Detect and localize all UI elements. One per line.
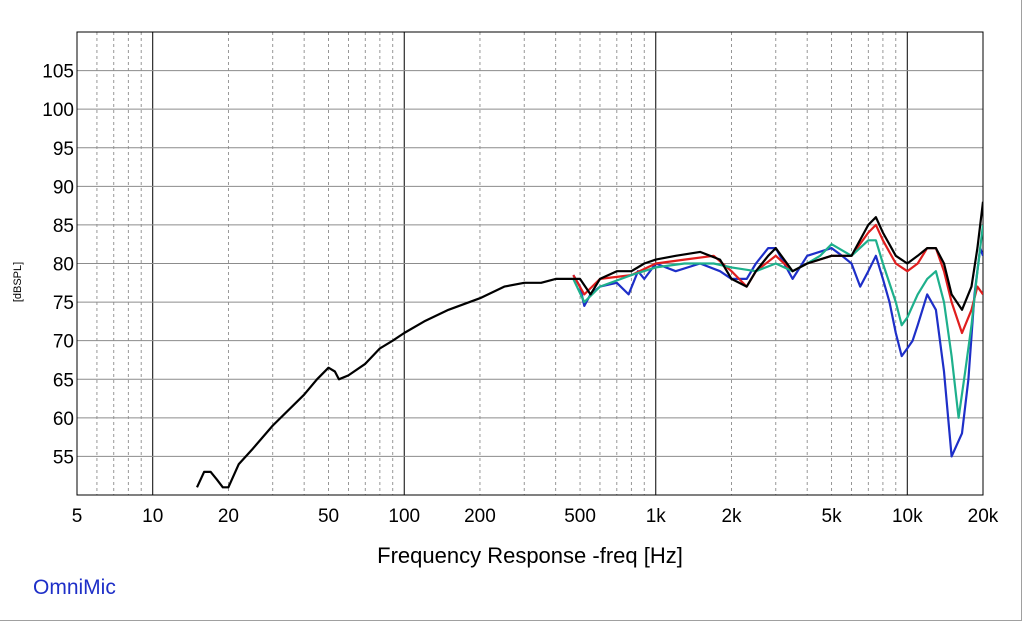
y-tick-label: 75 xyxy=(53,293,74,314)
x-tick-label: 10k xyxy=(892,506,923,527)
plot-area-border xyxy=(76,31,984,496)
series-line-4 xyxy=(196,201,983,489)
x-tick-label: 20k xyxy=(968,506,999,527)
y-tick-label: 65 xyxy=(53,370,74,391)
x-tick-label: 50 xyxy=(318,506,339,527)
x-axis-label: Frequency Response -freq [Hz] xyxy=(377,543,683,568)
y-tick-label: 80 xyxy=(53,255,74,276)
series-line-1 xyxy=(572,247,983,458)
x-tick-label: 500 xyxy=(564,506,596,527)
x-tick-label: 5k xyxy=(822,506,843,527)
omnimic-brand-label: OmniMic xyxy=(33,576,116,599)
x-tick-label: 20 xyxy=(218,506,239,527)
x-tick-label: 200 xyxy=(464,506,496,527)
x-tick-label: 2k xyxy=(721,506,742,527)
y-tick-label: 85 xyxy=(53,216,74,237)
y-tick-label: 95 xyxy=(53,139,74,160)
x-tick-label: 1k xyxy=(646,506,667,527)
y-tick-label: 55 xyxy=(53,447,74,468)
y-tick-label: 60 xyxy=(53,409,74,430)
y-tick-label: 100 xyxy=(42,100,74,121)
y-tick-label: 70 xyxy=(53,332,74,353)
x-tick-label: 100 xyxy=(388,506,420,527)
x-tick-label: 10 xyxy=(142,506,163,527)
y-tick-label: 105 xyxy=(42,62,74,83)
y-axis-label: [dBSPL] xyxy=(12,261,24,303)
y-tick-label: 90 xyxy=(53,177,74,198)
series-line-3 xyxy=(572,224,983,419)
x-tick-label: 5 xyxy=(72,506,83,527)
